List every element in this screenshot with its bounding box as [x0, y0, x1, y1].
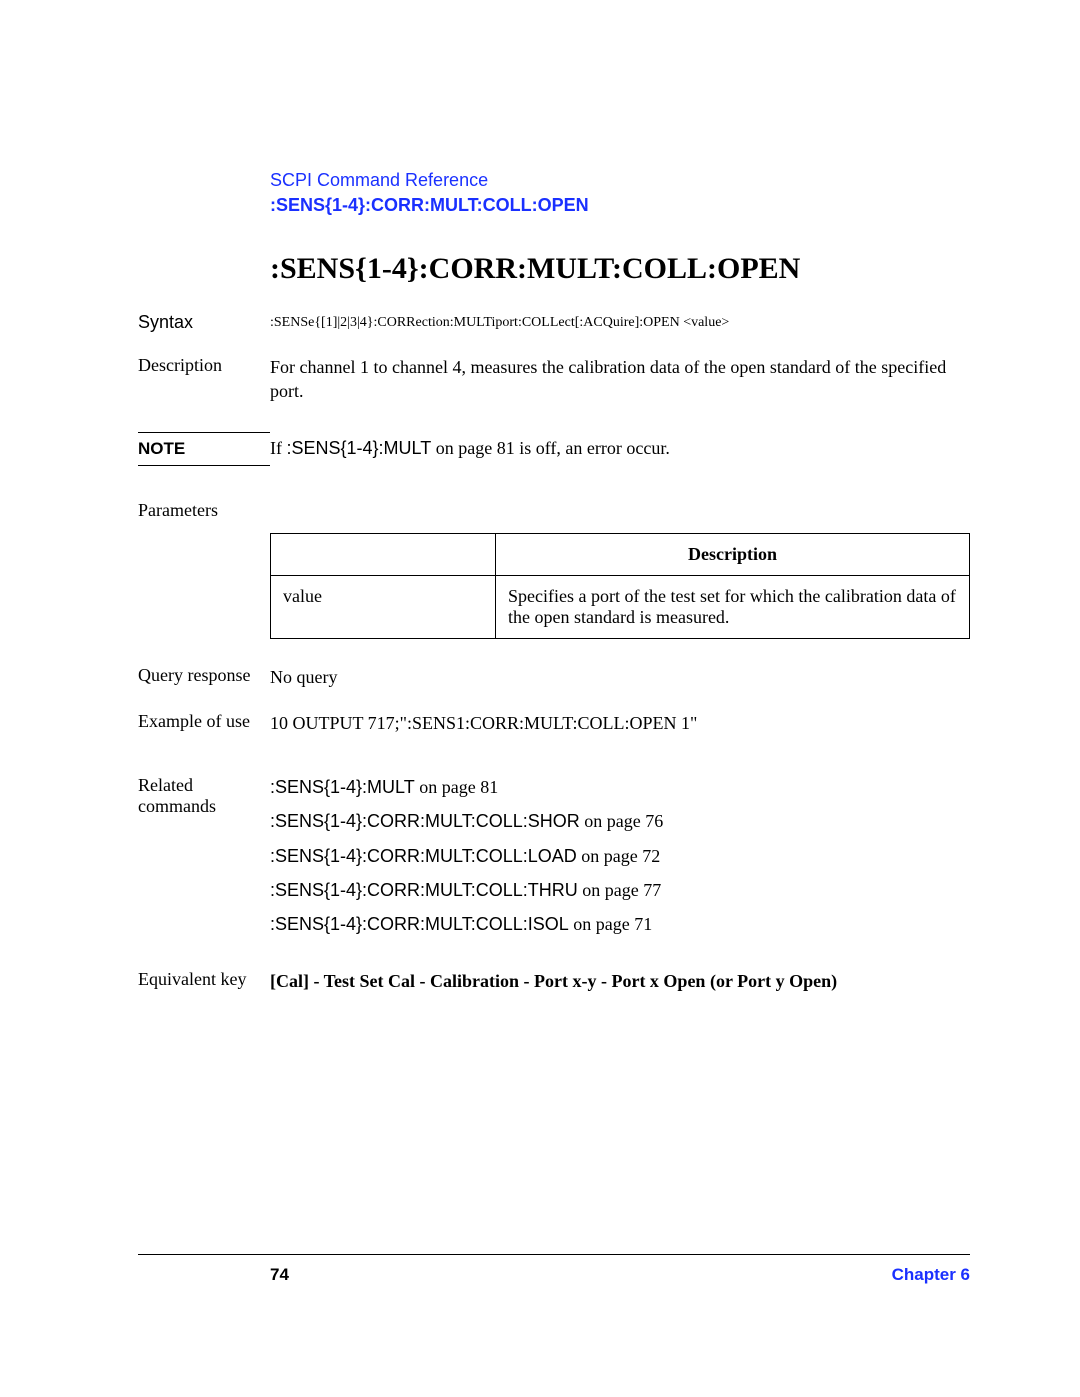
syntax-label: Syntax — [138, 312, 270, 333]
table-header-blank — [271, 533, 496, 575]
related-command-suffix: on page 72 — [577, 846, 660, 866]
equivalent-key-value: [Cal] - Test Set Cal - Calibration - Por… — [270, 969, 970, 993]
query-response-label: Query response — [138, 665, 270, 686]
related-command-suffix: on page 81 — [415, 777, 498, 797]
table-header-description: Description — [496, 533, 970, 575]
parameters-table: Description value Specifies a port of th… — [270, 533, 970, 639]
page-number: 74 — [270, 1265, 289, 1285]
note-row: NOTE If :SENS{1-4}:MULT on page 81 is of… — [138, 432, 970, 466]
related-commands-row: Related commands :SENS{1-4}:MULT on page… — [138, 775, 970, 946]
example-value: 10 OUTPUT 717;":SENS1:CORR:MULT:COLL:OPE… — [270, 711, 970, 735]
related-command-item: :SENS{1-4}:CORR:MULT:COLL:LOAD on page 7… — [270, 844, 970, 868]
related-commands-list: :SENS{1-4}:MULT on page 81 :SENS{1-4}:CO… — [270, 775, 970, 946]
related-command-item: :SENS{1-4}:CORR:MULT:COLL:THRU on page 7… — [270, 878, 970, 902]
table-cell-description: Specifies a port of the test set for whi… — [496, 575, 970, 638]
related-command-text: :SENS{1-4}:CORR:MULT:COLL:LOAD — [270, 846, 577, 866]
note-suffix: on page 81 is off, an error occur. — [431, 438, 670, 458]
note-command: :SENS{1-4}:MULT — [287, 438, 432, 458]
query-response-value: No query — [270, 665, 970, 689]
related-command-item: :SENS{1-4}:CORR:MULT:COLL:SHOR on page 7… — [270, 809, 970, 833]
description-label: Description — [138, 355, 270, 376]
parameters-row: Parameters — [138, 500, 970, 521]
chapter-label: Chapter 6 — [892, 1265, 970, 1285]
note-value: If :SENS{1-4}:MULT on page 81 is off, an… — [270, 438, 970, 459]
table-header-row: Description — [271, 533, 970, 575]
related-command-suffix: on page 71 — [569, 914, 652, 934]
parameters-label: Parameters — [138, 500, 270, 521]
header-block: SCPI Command Reference :SENS{1-4}:CORR:M… — [270, 170, 970, 216]
table-row: value Specifies a port of the test set f… — [271, 575, 970, 638]
equivalent-key-label: Equivalent key — [138, 969, 270, 990]
equivalent-key-row: Equivalent key [Cal] - Test Set Cal - Ca… — [138, 969, 970, 993]
page-title: :SENS{1-4}:CORR:MULT:COLL:OPEN — [270, 252, 970, 286]
table-cell-name: value — [271, 575, 496, 638]
related-command-item: :SENS{1-4}:MULT on page 81 — [270, 775, 970, 799]
example-row: Example of use 10 OUTPUT 717;":SENS1:COR… — [138, 711, 970, 735]
related-command-text: :SENS{1-4}:MULT — [270, 777, 415, 797]
syntax-row: Syntax :SENSe{[1]|2|3|4}:CORRection:MULT… — [138, 312, 970, 333]
description-row: Description For channel 1 to channel 4, … — [138, 355, 970, 404]
related-command-suffix: on page 76 — [580, 811, 663, 831]
related-command-suffix: on page 77 — [578, 880, 661, 900]
related-command-text: :SENS{1-4}:CORR:MULT:COLL:SHOR — [270, 811, 580, 831]
related-command-item: :SENS{1-4}:CORR:MULT:COLL:ISOL on page 7… — [270, 912, 970, 936]
note-label: NOTE — [138, 432, 270, 466]
page-footer: 74 Chapter 6 — [138, 1254, 970, 1285]
related-command-text: :SENS{1-4}:CORR:MULT:COLL:ISOL — [270, 914, 569, 934]
query-response-row: Query response No query — [138, 665, 970, 689]
note-prefix: If — [270, 438, 287, 458]
related-command-text: :SENS{1-4}:CORR:MULT:COLL:THRU — [270, 880, 578, 900]
section-reference: SCPI Command Reference — [270, 170, 970, 191]
related-commands-label: Related commands — [138, 775, 270, 817]
example-label: Example of use — [138, 711, 270, 732]
subsection-reference: :SENS{1-4}:CORR:MULT:COLL:OPEN — [270, 195, 970, 216]
page: SCPI Command Reference :SENS{1-4}:CORR:M… — [0, 0, 1080, 1397]
syntax-value: :SENSe{[1]|2|3|4}:CORRection:MULTiport:C… — [270, 312, 970, 333]
description-value: For channel 1 to channel 4, measures the… — [270, 355, 970, 404]
